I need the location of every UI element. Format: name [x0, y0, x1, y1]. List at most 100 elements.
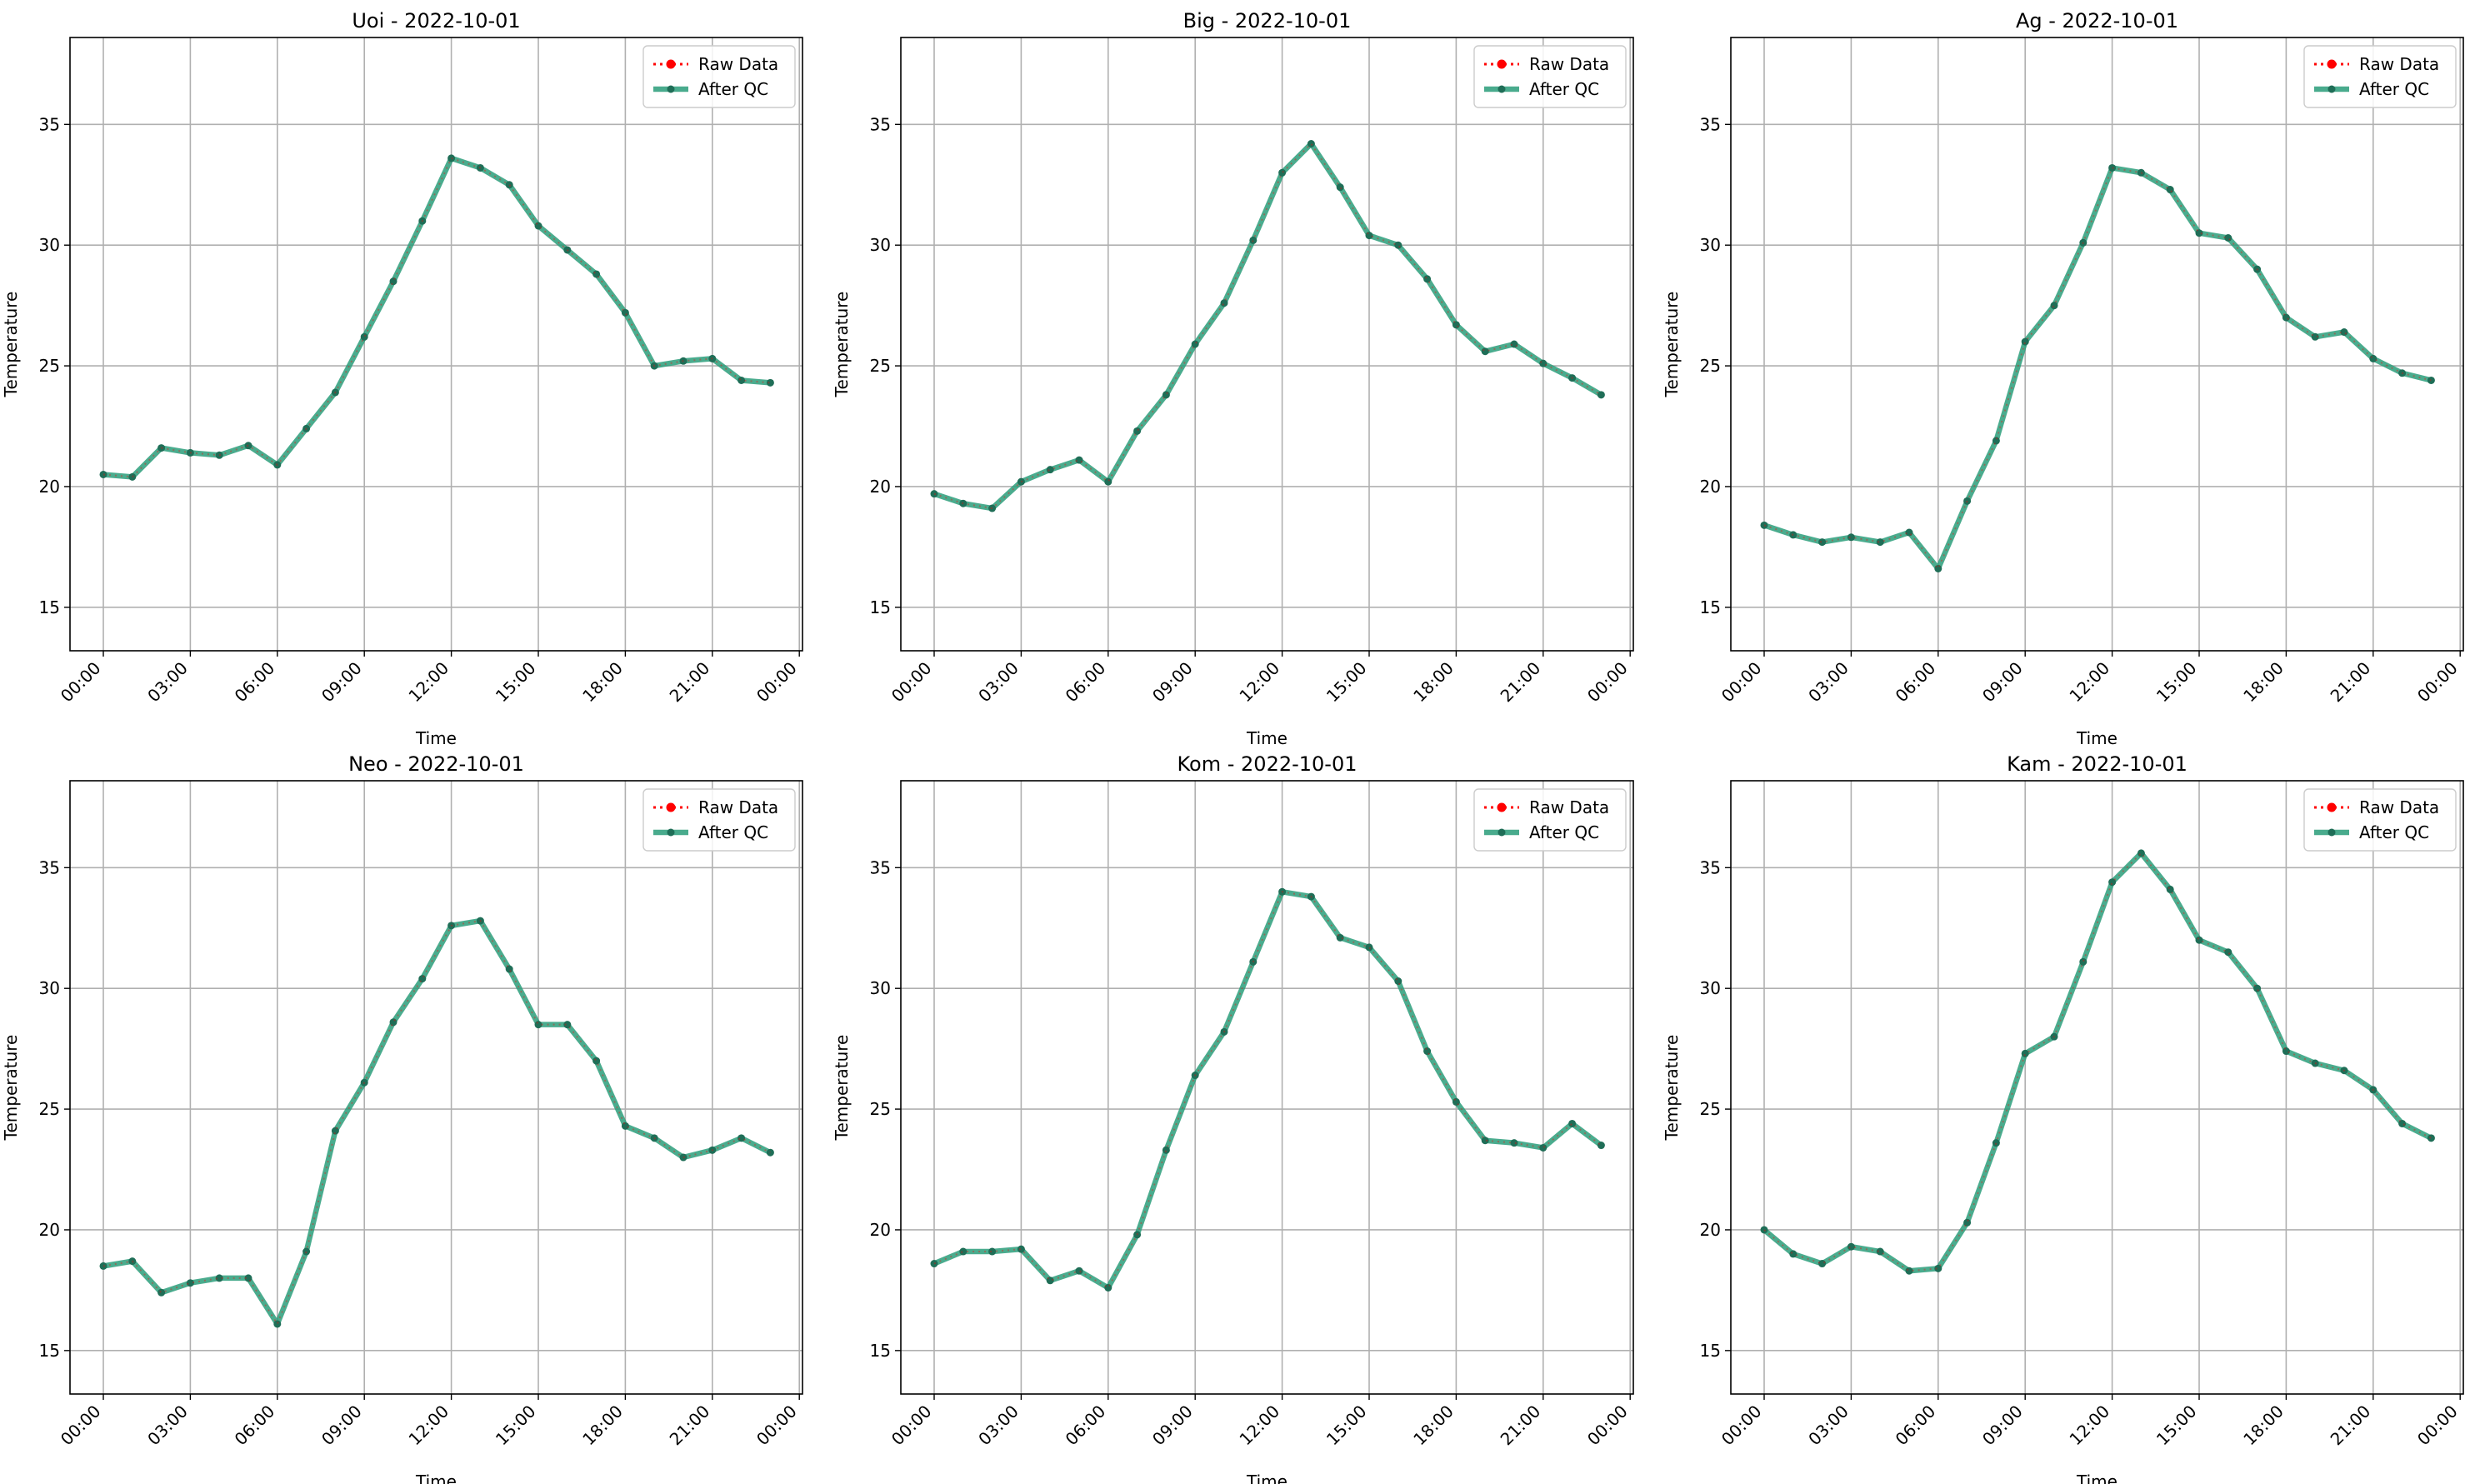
legend-label-raw-data: Raw Data [1529, 797, 1609, 817]
point-after-qc [2137, 168, 2145, 177]
point-after-qc [1133, 427, 1142, 435]
x-tick-label: 18:00 [2239, 658, 2288, 707]
legend-box [642, 45, 796, 108]
x-tick-label: 09:00 [1978, 658, 2027, 707]
point-after-qc [2021, 1049, 2029, 1057]
x-tick-label: 21:00 [1497, 658, 1545, 707]
legend: Raw Data After QC [1473, 788, 1627, 852]
point-after-qc [1539, 1143, 1548, 1152]
x-tick-label: 00:00 [1718, 1402, 1766, 1450]
series-line-raw-data [102, 157, 771, 478]
point-after-qc [2195, 229, 2203, 237]
x-tick-label: 00:00 [1718, 658, 1766, 707]
legend-label-raw-data: Raw Data [698, 797, 778, 817]
legend-box [1473, 45, 1627, 108]
legend-marker-after-qc [1498, 85, 1506, 93]
x-tick-label: 09:00 [1148, 658, 1197, 707]
point-after-qc [988, 504, 997, 512]
series-line-raw-data [1763, 167, 2432, 571]
point-after-qc [331, 1127, 339, 1135]
y-tick-label: 30 [870, 978, 891, 998]
x-tick-label: 18:00 [1409, 658, 1458, 707]
point-after-qc [2311, 1059, 2319, 1067]
legend-label-raw-data: Raw Data [2359, 54, 2439, 74]
point-after-qc [389, 277, 398, 286]
chart-title: Neo - 2022-10-01 [348, 752, 524, 776]
point-after-qc [158, 1288, 166, 1297]
point-after-qc [1876, 538, 1884, 547]
chart-title: Uoi - 2022-10-01 [352, 9, 520, 32]
point-after-qc [128, 472, 137, 481]
x-tick-label: 00:00 [2413, 1402, 2462, 1450]
point-after-qc [930, 1260, 938, 1268]
x-tick-label: 00:00 [57, 1402, 105, 1450]
point-after-qc [1847, 1242, 1855, 1251]
subplot: Neo - 2022-10-01 00:00 03:00 06:00 09:00 12:0… [1, 752, 803, 1484]
point-after-qc [1336, 933, 1344, 942]
y-tick-label: 30 [1700, 235, 1721, 255]
x-tick-label: 21:00 [1497, 1402, 1545, 1450]
y-tick-label: 35 [870, 114, 891, 134]
point-after-qc [1934, 1264, 1942, 1272]
point-after-qc [1220, 299, 1228, 307]
point-after-qc [2137, 849, 2145, 857]
point-after-qc [1017, 477, 1025, 486]
y-tick-label: 15 [1700, 597, 1721, 617]
legend-marker-after-qc [667, 85, 675, 93]
y-tick-label: 15 [870, 1341, 891, 1361]
legend: Raw Data After QC [642, 45, 796, 108]
legend-box [1473, 788, 1627, 852]
y-tick-label: 20 [1700, 477, 1721, 497]
y-tick-label: 15 [39, 1341, 60, 1361]
x-tick-label: 12:00 [1235, 658, 1283, 707]
point-after-qc [1597, 1142, 1605, 1150]
point-after-qc [505, 965, 513, 973]
legend-label-after-qc: After QC [1529, 79, 1599, 99]
x-tick-label: 06:00 [1892, 1402, 1940, 1450]
point-after-qc [1133, 1231, 1142, 1239]
point-after-qc [2108, 163, 2117, 172]
point-after-qc [1597, 391, 1605, 399]
x-axis-label: Time [415, 1472, 457, 1484]
x-tick-label: 21:00 [2327, 1402, 2375, 1450]
point-after-qc [244, 442, 252, 450]
point-after-qc [273, 461, 282, 469]
point-after-qc [2398, 1119, 2407, 1127]
point-after-qc [592, 1057, 601, 1065]
legend-marker-raw-data [666, 59, 676, 69]
legend-marker-raw-data [1497, 802, 1507, 812]
point-after-qc [1452, 321, 1460, 329]
point-after-qc [1307, 139, 1315, 147]
x-tick-label: 06:00 [1892, 658, 1940, 707]
point-after-qc [1278, 168, 1287, 177]
y-tick-label: 35 [870, 857, 891, 877]
point-after-qc [360, 332, 368, 341]
point-after-qc [1017, 1245, 1025, 1253]
legend-label-after-qc: After QC [698, 822, 768, 842]
point-after-qc [534, 222, 542, 230]
subplot: Kam - 2022-10-01 00:00 03:00 06:00 09:00 12:0… [1662, 752, 2464, 1484]
y-tick-label: 20 [39, 1220, 60, 1240]
point-after-qc [1162, 391, 1170, 399]
point-after-qc [1278, 887, 1287, 896]
point-after-qc [2195, 936, 2203, 944]
point-after-qc [534, 1021, 542, 1029]
x-tick-label: 09:00 [1148, 1402, 1197, 1450]
point-after-qc [708, 354, 717, 362]
y-tick-label: 35 [39, 114, 60, 134]
point-after-qc [2282, 1047, 2290, 1056]
chart-title: Big - 2022-10-01 [1183, 9, 1352, 32]
x-tick-label: 18:00 [2239, 1402, 2288, 1450]
y-tick-label: 35 [1700, 114, 1721, 134]
point-after-qc [448, 154, 456, 162]
y-axis-label: Temperature [832, 292, 852, 398]
x-tick-label: 03:00 [974, 1402, 1022, 1450]
point-after-qc [389, 1018, 398, 1027]
point-after-qc [1963, 497, 1972, 505]
x-tick-label: 15:00 [2152, 1402, 2201, 1450]
x-tick-label: 15:00 [1322, 658, 1371, 707]
point-after-qc [1220, 1027, 1228, 1036]
series-line-after-qc [100, 917, 773, 1327]
point-after-qc [1075, 456, 1083, 464]
point-after-qc [1423, 1047, 1432, 1056]
